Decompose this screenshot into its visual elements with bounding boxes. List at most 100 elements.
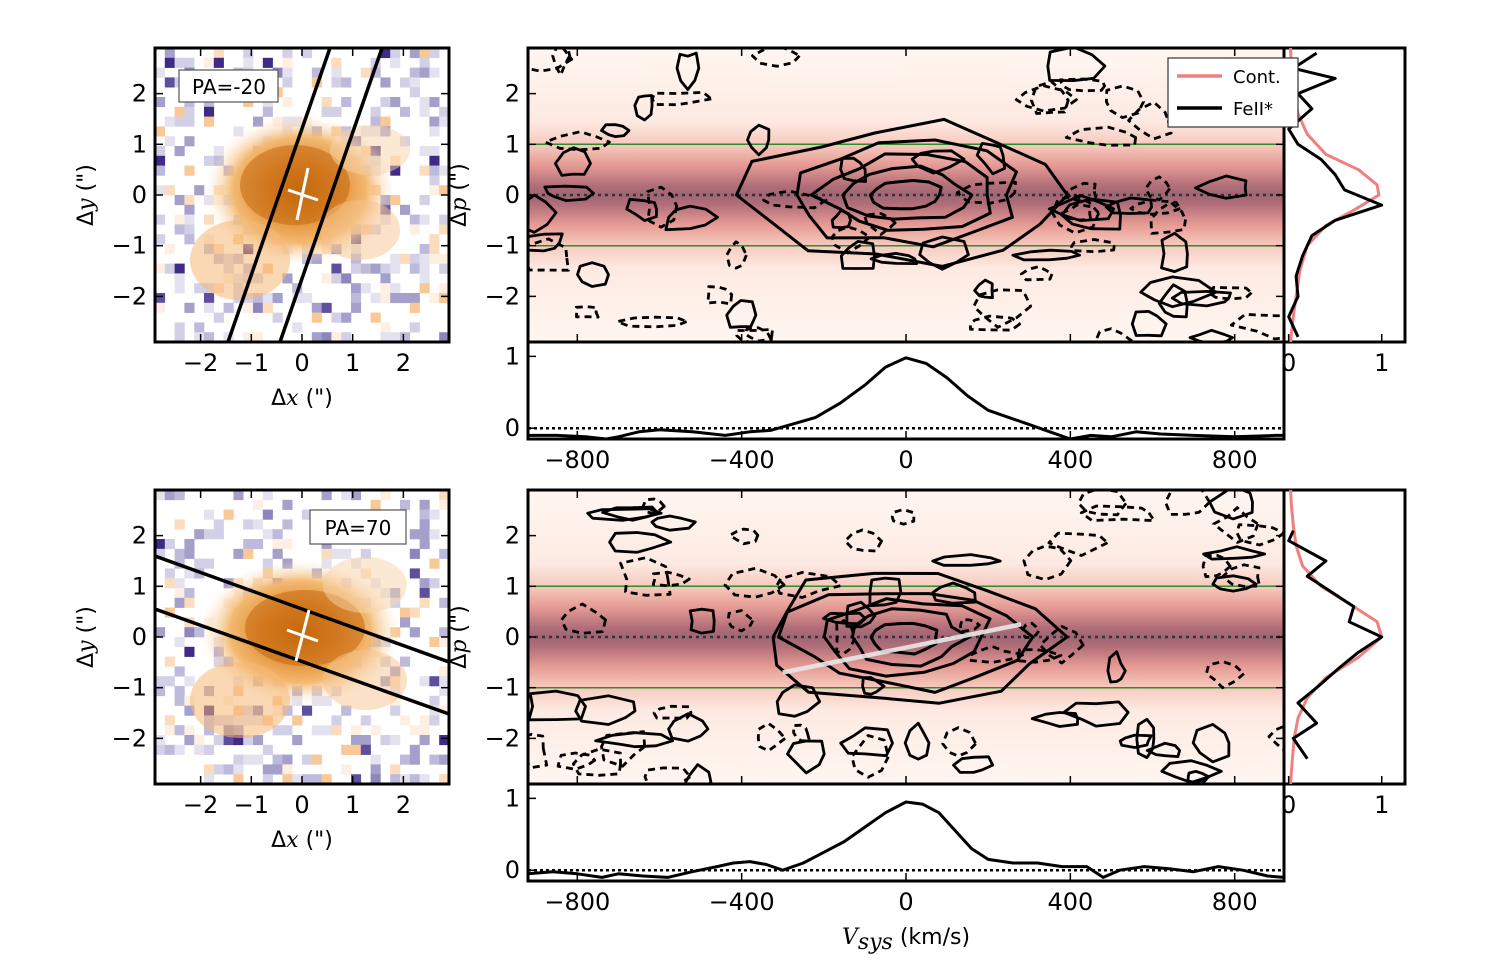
noise-contour: [528, 732, 549, 769]
image-pixel: [174, 224, 185, 235]
image-pixel: [439, 666, 449, 677]
noise-contour: [1127, 100, 1173, 141]
image-pixel: [194, 332, 205, 342]
image-pixel: [321, 273, 332, 284]
image-pixel: [253, 539, 264, 550]
image-pixel: [370, 754, 381, 765]
image-pixel: [204, 116, 215, 127]
image-pixel: [351, 283, 362, 294]
emission-contour: [869, 621, 939, 656]
noise-contour: [975, 141, 1006, 176]
image-pixel: [174, 744, 185, 755]
image-pixel: [321, 548, 332, 559]
y-tick-label: −1: [485, 674, 520, 702]
image-pixel: [155, 263, 166, 274]
noise-contour: [843, 528, 883, 553]
noise-contour: [1130, 309, 1168, 338]
image-pixel: [262, 490, 273, 501]
image-pixel: [439, 548, 449, 559]
emission-contour: [822, 597, 992, 678]
image-pixel: [155, 490, 166, 501]
image-pixel: [390, 332, 401, 342]
image-pixel: [282, 499, 293, 510]
noise-contour: [735, 327, 774, 342]
image-pixel: [262, 558, 273, 569]
emission-contour: [771, 571, 1069, 705]
image-pixel: [439, 627, 449, 638]
noise-contour: [1235, 523, 1284, 547]
image-pixel: [262, 764, 273, 775]
noise-contour: [1207, 285, 1253, 301]
noise-contour: [544, 130, 611, 152]
image-pixel: [174, 578, 185, 589]
image-pixel: [174, 146, 185, 157]
image-pixel: [155, 293, 166, 304]
noise-contour: [839, 156, 867, 183]
image-pixel: [351, 774, 362, 784]
image-pixel: [429, 146, 440, 157]
noise-contour: [786, 739, 826, 775]
image-pixel: [155, 676, 166, 687]
y-tick-label: −1: [112, 674, 147, 702]
image-pixel: [321, 97, 332, 108]
y-tick-label: 0: [132, 181, 147, 209]
noise-contour: [601, 505, 659, 522]
y-tick-label: 1: [505, 784, 520, 812]
slit-edge-left: [226, 48, 332, 342]
y-tick-label: −2: [485, 724, 520, 752]
image-pixel: [341, 332, 352, 342]
noise-contour: [1020, 621, 1041, 639]
image-pixel: [390, 695, 401, 706]
image-pixel: [311, 312, 322, 323]
image-pixel: [213, 529, 224, 540]
image-pixel: [272, 754, 283, 765]
image-pixel: [419, 214, 430, 225]
noise-contour: [972, 288, 1033, 329]
image-pixel: [164, 490, 175, 501]
image-pixel: [233, 548, 244, 559]
noise-contour: [725, 299, 758, 329]
image-pixel: [419, 263, 430, 274]
image-pixel: [341, 490, 352, 501]
pa-label-top: PA=-20: [192, 75, 266, 99]
noise-contour: [775, 571, 842, 599]
noise-contour: [551, 48, 572, 77]
image-pixel: [360, 744, 371, 755]
x-axis-label: Δx ("): [271, 828, 333, 853]
image-pixel: [164, 715, 175, 726]
image-pixel: [272, 725, 283, 736]
image-pixel: [184, 676, 195, 687]
image-pixel: [253, 754, 264, 765]
x-tick-label: 0: [898, 888, 913, 916]
noise-contour: [1205, 660, 1246, 690]
image-pixel: [311, 754, 322, 765]
image-pixel: [409, 263, 420, 274]
image-pixel: [331, 57, 342, 68]
image-pixel: [390, 705, 401, 716]
image-pixel: [204, 558, 215, 569]
image-pixel: [311, 774, 322, 784]
image-pixel: [223, 735, 234, 746]
image-pixel: [380, 77, 391, 88]
noise-contour: [684, 763, 713, 784]
noise-contour: [723, 566, 786, 599]
image-pixel: [311, 725, 322, 736]
y-tick-label: 2: [132, 80, 147, 108]
image-pixel: [243, 548, 254, 559]
image-pixel: [184, 224, 195, 235]
image-pixel: [184, 568, 195, 579]
image-pixel: [164, 244, 175, 255]
y-tick-label: 2: [132, 522, 147, 550]
image-pixel: [370, 774, 381, 784]
pa-label-box: [309, 509, 407, 545]
image-pixel: [390, 57, 401, 68]
image-pixel: [400, 715, 411, 726]
image-pixel: [292, 774, 303, 784]
image-pixel: [204, 332, 215, 342]
image-pixel: [302, 293, 313, 304]
image-pixel: [174, 548, 185, 559]
image-pixel: [204, 529, 215, 540]
noise-contour: [625, 197, 658, 223]
image-pixel: [184, 627, 195, 638]
y-tick-label: 1: [505, 130, 520, 158]
